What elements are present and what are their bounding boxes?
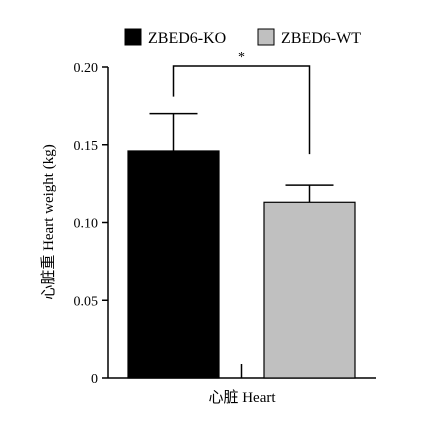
y-ticks: 0 0.05 0.10 0.15 0.20 (74, 61, 108, 387)
significance-line (172, 65, 311, 155)
y-axis-label: 心脏重 Heart weight (kg) (40, 144, 57, 299)
y-tick-label: 0.15 (74, 139, 99, 154)
legend-swatch-ko (124, 28, 142, 46)
y-tick-label: 0 (91, 372, 98, 387)
significance-bracket: * (172, 50, 311, 155)
legend-label-ko: ZBED6-KO (148, 30, 226, 47)
bar-zbed6-wt (263, 201, 356, 379)
axes: 00.050.100.150.20 心脏重 Heart weight (kg) … (40, 61, 376, 406)
legend-swatch-wt (257, 28, 275, 46)
x-axis-label: 心脏 Heart (208, 389, 276, 406)
legend-label-wt: ZBED6-WT (281, 30, 361, 47)
significance-label: * (238, 50, 245, 65)
bars (127, 112, 356, 379)
legend: ZBED6-KO ZBED6-WT (124, 28, 361, 47)
bar-zbed6-ko (127, 150, 220, 379)
y-tick-label: 0.10 (74, 217, 99, 232)
y-tick-label: 0.20 (74, 61, 99, 76)
y-tick-label: 0.05 (74, 294, 99, 309)
